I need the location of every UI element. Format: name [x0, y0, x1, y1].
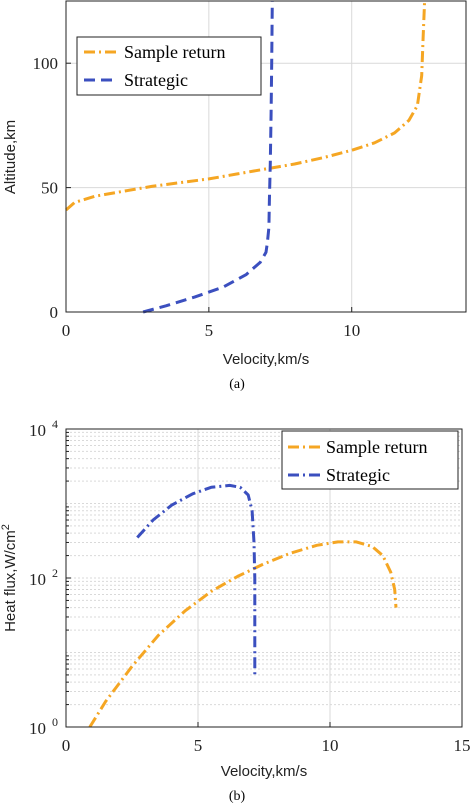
panel-a-x-ticks: 0 5 10 — [62, 307, 360, 340]
panel-b-caption: (b) — [229, 789, 246, 804]
panel-b-y-tick-exponent: 0 — [52, 715, 58, 729]
panel-a-legend-box — [76, 36, 262, 96]
panel-b-y-axis-label: Heat flux,W/cm2 — [0, 524, 19, 632]
panel-b-x-tick-label: 5 — [194, 736, 203, 755]
panel-b-y-axis-label-text: Heat flux,W/cm — [2, 530, 19, 632]
panel-b-series-sample-return — [88, 540, 398, 728]
panel-a: 0 5 10 0 50 100 Velocity,km/s Altitude,km (a… — [2, 0, 467, 392]
panel-b-x-tick-label: 10 — [322, 736, 339, 755]
panel-a-legend-label-sample-return: Sample return — [124, 42, 225, 62]
panel-b-x-axis-label: Velocity,km/s — [221, 763, 307, 780]
panel-a-legend: Sample return Strategic — [76, 36, 262, 96]
panel-a-x-tick-label: 10 — [343, 321, 360, 340]
panel-a-x-tick-label: 0 — [62, 321, 71, 340]
panel-a-series-layer — [65, 0, 427, 314]
panel-b-series-layer — [88, 483, 398, 728]
panel-b-legend-label-strategic: Strategic — [326, 465, 390, 485]
panel-b-y-tick-exponent: 4 — [52, 417, 58, 431]
panel-b-x-tick-label: 0 — [62, 736, 71, 755]
panel-b-legend-box — [281, 430, 459, 490]
panel-a-y-tick-label: 0 — [50, 303, 59, 322]
panel-b-legend: Sample return Strategic — [281, 430, 459, 490]
panel-a-series-strategic — [142, 0, 274, 314]
panel-b: 0 5 10 15 10 0 10 2 10 4 Velocity,km/s Heat flux… — [0, 417, 471, 804]
panel-a-caption: (a) — [229, 377, 245, 392]
panel-a-y-ticks: 0 50 100 — [33, 54, 71, 322]
panel-a-y-tick-label: 50 — [41, 179, 58, 198]
panel-b-y-axis-label-superscript: 2 — [0, 524, 12, 530]
panel-b-legend-label-sample-return: Sample return — [326, 437, 427, 457]
panel-a-legend-label-strategic: Strategic — [124, 70, 188, 90]
panel-b-x-ticks: 0 5 10 15 — [62, 722, 471, 755]
panel-a-x-axis-label: Velocity,km/s — [223, 351, 309, 368]
panel-b-y-tick-exponent: 2 — [52, 566, 58, 580]
panel-a-y-tick-label: 100 — [33, 54, 59, 73]
panel-a-y-axis-label: Altitude,km — [2, 120, 19, 194]
panel-a-series-sample-return — [65, 0, 427, 212]
panel-b-x-tick-label: 15 — [454, 736, 471, 755]
panel-b-series-strategic — [136, 483, 257, 675]
panel-b-y-tick-label: 10 — [29, 421, 46, 440]
panel-a-x-tick-label: 5 — [205, 321, 214, 340]
panel-b-y-tick-label: 10 — [29, 719, 46, 738]
panel-b-y-tick-label: 10 — [29, 570, 46, 589]
panel-a-axes-box — [65, 0, 467, 313]
panel-b-y-ticks: 10 0 10 2 10 4 — [29, 417, 71, 738]
